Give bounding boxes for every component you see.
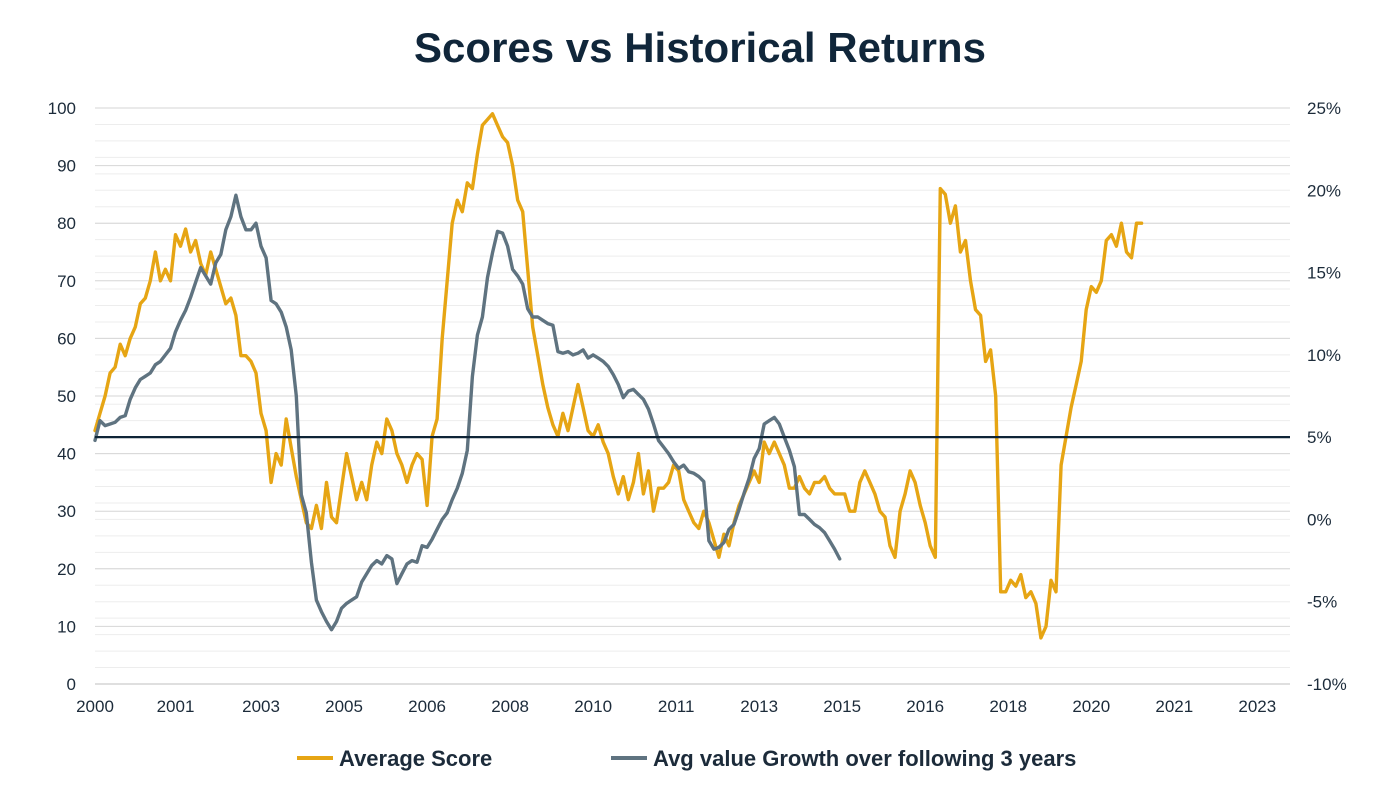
left-tick-label: 0 [67,675,76,694]
right-tick-label: 10% [1307,346,1341,365]
left-tick-label: 10 [57,617,76,636]
x-tick-label: 2020 [1072,697,1110,716]
left-tick-label: 80 [57,214,76,233]
legend: Average Score Avg value Growth over foll… [297,746,1076,771]
right-tick-label: 5% [1307,428,1332,447]
x-tick-label: 2013 [740,697,778,716]
x-tick-label: 2000 [76,697,114,716]
right-tick-label: 15% [1307,264,1341,283]
x-tick-label: 2023 [1238,697,1276,716]
right-tick-label: -10% [1307,675,1347,694]
legend-label-avg-value-growth: Avg value Growth over following 3 years [653,746,1076,771]
left-tick-label: 50 [57,387,76,406]
series-line-0 [93,112,1144,640]
x-tick-label: 2021 [1155,697,1193,716]
left-tick-label: 30 [57,502,76,521]
right-axis-ticks: -10% -5% 0% 5% 10% 15% 20% 25% [1307,99,1347,694]
right-tick-label: 25% [1307,99,1341,118]
series-lines [93,112,1144,640]
series-line-1 [93,193,842,632]
left-tick-label: 20 [57,560,76,579]
x-tick-label: 2018 [989,697,1027,716]
x-tick-label: 2003 [242,697,280,716]
legend-label-average-score: Average Score [339,746,492,771]
left-tick-label: 60 [57,329,76,348]
x-tick-label: 2008 [491,697,529,716]
x-axis-ticks: 2000 2001 2003 2005 2006 2008 2010 2011 2013 2015… [76,697,1276,716]
right-tick-label: 0% [1307,510,1332,529]
x-tick-label: 2016 [906,697,944,716]
left-axis-ticks: 0 10 20 30 40 50 60 70 80 90 100 [48,99,76,694]
left-tick-label: 100 [48,99,76,118]
x-tick-label: 2010 [574,697,612,716]
chart-title: Scores vs Historical Returns [414,24,986,71]
right-tick-label: 20% [1307,181,1341,200]
x-tick-label: 2005 [325,697,363,716]
x-tick-label: 2015 [823,697,861,716]
gridlines [95,107,1290,685]
left-tick-label: 40 [57,445,76,464]
x-tick-label: 2006 [408,697,446,716]
left-tick-label: 90 [57,157,76,176]
left-tick-label: 70 [57,272,76,291]
x-tick-label: 2011 [658,697,695,716]
x-tick-label: 2001 [157,697,195,716]
right-tick-label: -5% [1307,593,1337,612]
